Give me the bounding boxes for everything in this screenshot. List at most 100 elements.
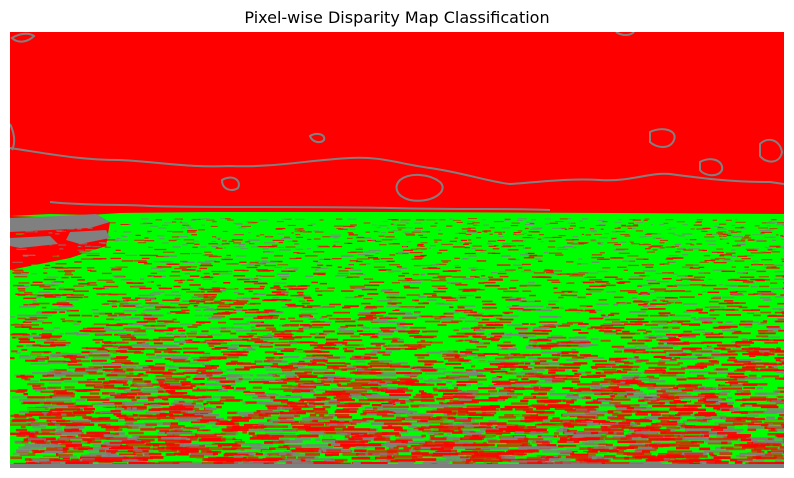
ground-ripple [356,258,370,260]
ground-ripple [253,282,268,285]
ground-ripple [617,392,628,396]
ground-ripple [267,406,278,409]
ground-ripple [314,350,320,353]
ground-ripple [632,351,649,354]
ground-ripple [725,321,733,323]
ground-ripple [420,339,426,342]
ground-ripple [485,435,513,438]
ground-ripple [725,419,746,423]
ground-ripple [621,375,645,378]
ground-ripple [187,230,198,232]
ground-ripple [448,435,475,439]
ground-ripple [41,332,52,335]
ground-ripple [558,444,581,448]
ground-ripple [737,291,752,293]
ground-ripple [495,380,511,383]
ground-ripple [85,347,107,350]
ground-ripple [501,255,511,257]
ground-ripple [91,258,102,260]
ground-ripple [758,350,770,353]
ground-ripple [291,405,316,408]
ground-ripple [209,356,227,359]
ground-ripple [759,285,770,288]
ground-ripple [21,236,27,238]
ground-ripple [307,404,314,407]
ground-ripple [721,348,731,351]
ground-ripple [56,429,63,432]
ground-ripple [294,372,308,375]
ground-ripple [664,303,671,306]
ground-ripple [641,293,648,296]
ground-ripple [363,393,372,397]
ground-ripple [643,332,648,335]
ground-ripple [569,389,582,392]
ground-ripple [362,333,371,336]
ground-ripple [287,224,296,226]
ground-ripple [733,348,746,351]
ground-ripple [379,317,398,320]
ground-ripple [579,354,592,357]
ground-ripple [475,342,484,345]
ground-ripple [279,414,298,417]
ground-ripple [46,284,59,286]
ground-ripple [193,294,208,296]
ground-ripple [211,287,220,289]
ground-ripple [105,441,112,445]
ground-ripple [706,398,722,401]
ground-ripple [463,243,469,245]
ground-ripple [263,416,278,420]
ground-ripple [507,249,519,251]
ground-ripple [431,294,437,297]
ground-ripple [677,413,691,416]
ground-ripple [67,353,82,356]
ground-ripple [300,285,311,287]
ground-ripple [474,276,480,278]
ground-ripple [411,231,422,233]
ground-ripple [730,293,743,295]
ground-ripple [493,221,504,223]
ground-ripple [420,399,435,402]
ground-ripple [480,251,485,253]
ground-ripple [31,332,37,335]
ground-ripple [702,332,711,334]
ground-ripple [45,396,57,399]
ground-ripple [67,363,83,366]
ground-ripple [418,390,424,393]
ground-ripple [15,428,28,432]
ground-ripple [17,288,26,290]
ground-ripple [189,438,198,441]
ground-ripple [299,375,318,378]
ground-ripple [407,413,434,417]
ground-ripple [763,257,772,259]
ground-ripple [241,225,251,227]
ground-ripple [74,284,88,287]
ground-ripple [193,240,199,242]
ground-ripple [439,278,446,280]
ground-ripple [180,260,188,263]
ground-ripple [669,354,686,356]
ground-ripple [588,288,604,291]
ground-ripple [720,336,739,339]
ground-ripple [531,276,547,278]
ground-ripple [745,414,759,417]
ground-ripple [165,377,187,380]
ground-ripple [315,389,327,392]
ground-ripple [29,317,48,319]
ground-ripple [244,416,271,419]
ground-ripple [136,341,146,344]
ground-ripple [551,374,569,377]
ground-ripple [709,314,720,316]
ground-ripple [244,401,257,404]
ground-ripple [716,248,724,250]
ground-ripple [451,320,463,323]
ground-ripple [780,424,784,427]
ground-ripple [10,324,24,326]
ground-ripple [568,339,589,342]
ground-ripple [569,387,591,390]
ground-ripple [372,389,380,392]
ground-ripple [737,244,746,246]
ground-ripple [27,383,45,386]
ground-ripple [544,411,554,414]
ground-ripple [172,231,184,233]
ground-ripple [769,228,778,230]
